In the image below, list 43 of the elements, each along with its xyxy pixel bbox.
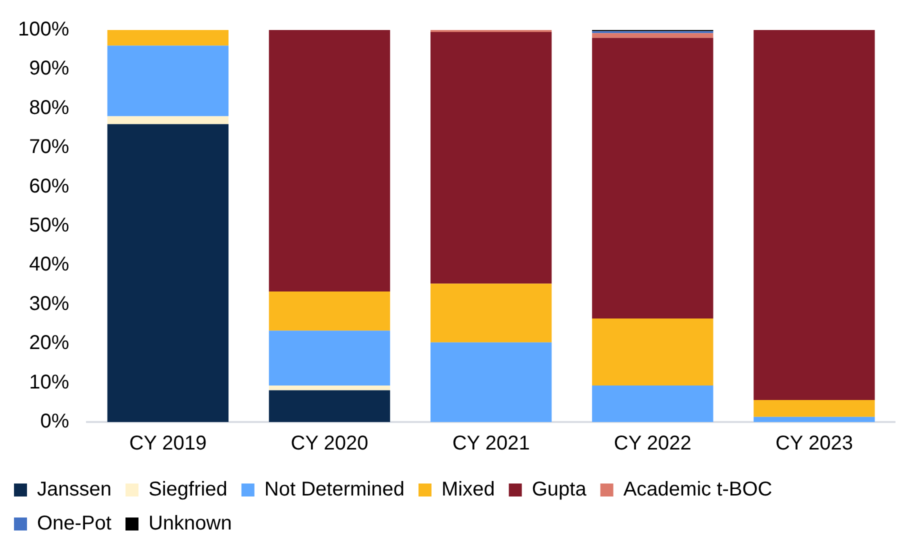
legend-label: Not Determined	[264, 478, 404, 501]
y-tick-label: 10%	[29, 371, 70, 394]
bar	[430, 342, 552, 422]
y-tick-label: 50%	[29, 214, 70, 237]
bar	[268, 30, 390, 292]
y-tick-label: 70%	[29, 136, 70, 158]
bar	[754, 30, 875, 400]
legend-label: One-Pot	[37, 512, 112, 535]
x-tick-label: CY 2020	[290, 432, 368, 455]
bar	[268, 330, 390, 386]
y-tick-label: 20%	[29, 332, 70, 354]
y-tick-label: 80%	[29, 96, 70, 119]
y-tick-label: 60%	[29, 175, 70, 198]
bar	[592, 38, 714, 319]
bar	[430, 284, 552, 342]
bar	[592, 318, 714, 386]
bar	[107, 124, 229, 422]
legend-label: Gupta	[532, 478, 588, 501]
y-tick-label: 90%	[29, 58, 70, 80]
legend-label: Academic t-BOC	[623, 478, 772, 501]
bar	[754, 416, 875, 422]
bar	[430, 32, 552, 284]
x-tick-label: CY 2023	[775, 432, 853, 455]
bar	[754, 400, 875, 417]
bar	[592, 386, 714, 422]
bar	[107, 116, 229, 124]
legend-label: Mixed	[441, 478, 495, 501]
y-tick-label: 40%	[29, 254, 70, 276]
bar	[268, 390, 390, 422]
x-tick-label: CY 2022	[614, 432, 692, 455]
x-tick-label: CY 2021	[452, 432, 530, 455]
bar	[268, 291, 390, 331]
bar	[268, 386, 390, 390]
bar	[107, 30, 229, 46]
legend-label: Unknown	[148, 512, 232, 535]
y-tick-label: 0%	[40, 410, 70, 433]
y-tick-label: 30%	[29, 292, 70, 315]
bar	[107, 46, 229, 116]
legend-label: Siegfried	[148, 478, 228, 501]
legend-label: Janssen	[37, 478, 112, 501]
y-tick-label: 100%	[18, 18, 70, 41]
bar	[592, 33, 714, 38]
x-tick-label: CY 2019	[129, 432, 207, 455]
